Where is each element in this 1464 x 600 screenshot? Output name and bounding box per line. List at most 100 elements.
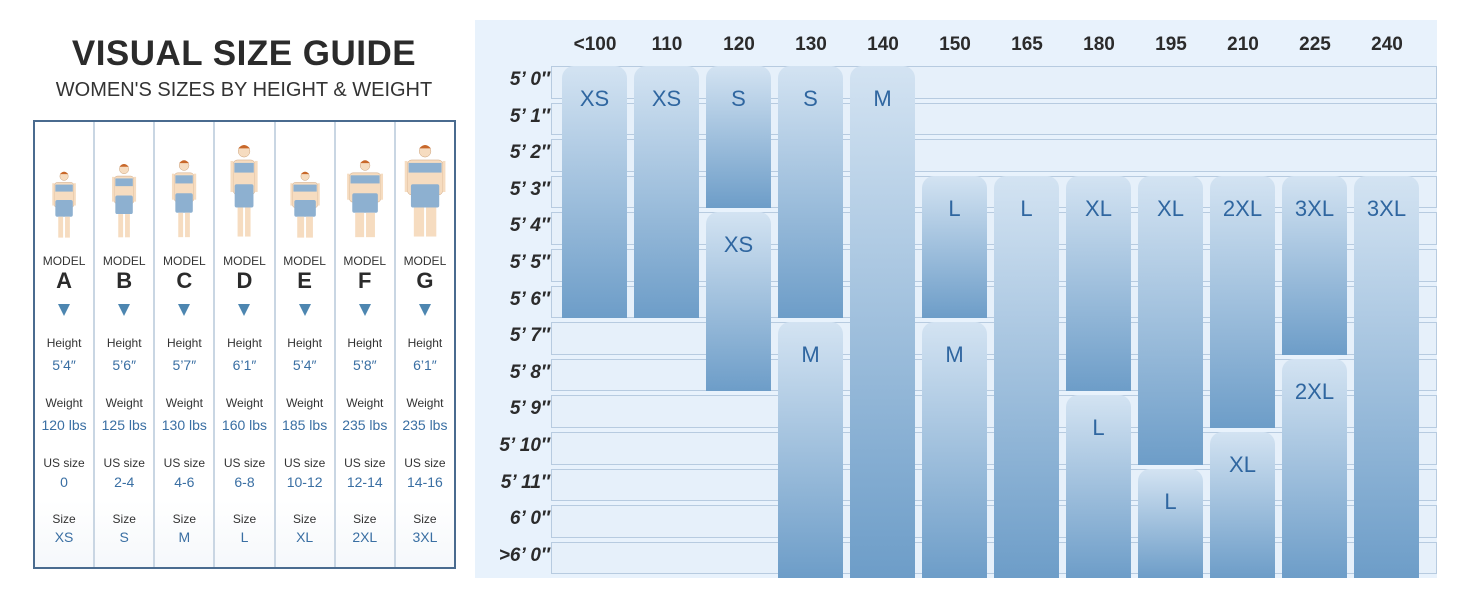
size-block: L bbox=[1066, 395, 1131, 579]
size-value: XL bbox=[296, 529, 314, 545]
height-value: 6’1″ bbox=[413, 357, 437, 373]
us-size-value: 2-4 bbox=[114, 474, 135, 490]
height-label: Height bbox=[106, 336, 142, 350]
weight-label: 180 bbox=[1083, 34, 1115, 55]
weight-label: Weight bbox=[406, 396, 444, 410]
us-size-label: US size bbox=[43, 456, 85, 470]
arrow-down-icon bbox=[358, 304, 371, 316]
size-chart: 5’ 0″ 5’ 1″ 5’ 2″ 5’ 3″ 5’ 4″ 5’ 5″ 5’ 6″ 5’ 7″… bbox=[475, 20, 1437, 579]
model-letter: B bbox=[116, 268, 133, 293]
us-size-value: 10-12 bbox=[286, 474, 323, 490]
weight-label: 225 bbox=[1299, 34, 1331, 55]
arrow-down-icon bbox=[418, 304, 431, 316]
size-value: L bbox=[240, 529, 249, 545]
height-value: 5’7″ bbox=[172, 357, 197, 373]
weight-value: 160 lbs bbox=[221, 417, 268, 433]
height-label: 5’ 8″ bbox=[509, 361, 550, 383]
size-block: S bbox=[778, 66, 843, 319]
height-value: 6’1″ bbox=[232, 357, 257, 373]
us-size-label: US size bbox=[404, 456, 446, 470]
model-label: MODEL bbox=[343, 254, 387, 268]
height-value: 5’4″ bbox=[292, 357, 317, 373]
model-label: MODEL bbox=[283, 254, 326, 268]
weight-value: 235 lbs bbox=[342, 417, 388, 433]
us-size-label: US size bbox=[344, 456, 386, 470]
size-block: M bbox=[922, 322, 987, 579]
size-block: L bbox=[922, 175, 987, 319]
us-size-value: 6-8 bbox=[234, 474, 255, 490]
size-block: M bbox=[778, 322, 843, 579]
us-size-value: 14-16 bbox=[407, 474, 443, 490]
model-label: MODEL bbox=[102, 254, 146, 268]
weight-label: 110 bbox=[651, 34, 683, 55]
model-column-d: MODEL D Height 6’1″ Weight 160 lbs US si… bbox=[215, 122, 276, 567]
arrow-down-icon bbox=[58, 304, 71, 316]
model-figure-icon bbox=[52, 171, 76, 238]
size-label: Size bbox=[353, 512, 377, 526]
size-block: XL bbox=[1138, 175, 1203, 465]
height-label: 5’ 9″ bbox=[509, 398, 550, 420]
model-label: MODEL bbox=[163, 254, 206, 268]
height-label: Height bbox=[407, 336, 443, 350]
weight-label: Weight bbox=[105, 396, 143, 410]
model-figure-icon bbox=[289, 171, 320, 238]
height-label: Height bbox=[227, 336, 262, 350]
height-label: Height bbox=[347, 336, 383, 350]
weight-label: Weight bbox=[45, 396, 83, 410]
size-block: M bbox=[850, 66, 915, 579]
model-figure-icon bbox=[172, 160, 197, 238]
size-label: Size bbox=[172, 512, 197, 526]
size-value: 3XL bbox=[412, 529, 438, 545]
us-size-value: 0 bbox=[60, 474, 68, 490]
size-label: Size bbox=[413, 512, 437, 526]
height-label: 5’ 1″ bbox=[509, 105, 550, 127]
weight-label: 150 bbox=[939, 34, 971, 55]
page-subtitle: WOMEN'S SIZES BY HEIGHT & WEIGHT bbox=[55, 79, 433, 101]
size-value: S bbox=[119, 529, 129, 545]
model-letter: G bbox=[416, 268, 434, 293]
arrow-down-icon bbox=[238, 304, 251, 316]
arrow-down-icon bbox=[178, 304, 191, 316]
height-label: 5’ 5″ bbox=[509, 252, 550, 273]
size-value: 2XL bbox=[352, 529, 378, 545]
page-title: VISUAL SIZE GUIDE bbox=[71, 34, 417, 73]
model-label: MODEL bbox=[42, 254, 86, 268]
height-label: 5’ 3″ bbox=[509, 178, 550, 200]
arrow-down-icon bbox=[118, 304, 131, 316]
model-figure-icon bbox=[230, 144, 259, 237]
size-block: XS bbox=[706, 212, 771, 392]
us-size-label: US size bbox=[223, 456, 266, 470]
weight-label: 195 bbox=[1155, 34, 1187, 55]
height-label: 6’ 0″ bbox=[509, 508, 550, 530]
size-label: Size bbox=[112, 512, 136, 526]
weight-value: 120 lbs bbox=[41, 417, 87, 433]
us-size-value: 12-14 bbox=[346, 474, 383, 490]
model-figure-icon bbox=[112, 164, 137, 238]
weight-label: Weight bbox=[346, 396, 384, 410]
height-label: 5’ 11″ bbox=[500, 471, 550, 493]
height-label: Height bbox=[287, 336, 322, 350]
size-label: Size bbox=[232, 512, 257, 526]
model-letter: E bbox=[297, 268, 312, 293]
height-label: 5’ 6″ bbox=[509, 288, 550, 310]
model-panel: MODEL A Height 5’4″ Weight 120 lbs US si… bbox=[33, 120, 456, 569]
height-label: 5’ 7″ bbox=[509, 325, 550, 347]
height-label: 5’ 4″ bbox=[509, 215, 550, 237]
model-column-a: MODEL A Height 5’4″ Weight 120 lbs US si… bbox=[35, 122, 96, 567]
model-column-b: MODEL B Height 5’6″ Weight 125 lbs US si… bbox=[95, 122, 156, 567]
weight-label: <100 bbox=[573, 34, 617, 55]
weight-value: 185 lbs bbox=[282, 417, 328, 433]
height-label: 5’ 0″ bbox=[509, 69, 550, 90]
height-label: 5’ 2″ bbox=[509, 142, 550, 164]
model-letter: C bbox=[176, 268, 193, 293]
weight-label: 240 bbox=[1371, 34, 1403, 55]
weight-label: Weight bbox=[225, 396, 264, 410]
model-letter: D bbox=[236, 268, 253, 293]
model-column-f: MODEL F Height 5’8″ Weight 235 lbs US si… bbox=[335, 122, 396, 567]
size-block: 2XL bbox=[1210, 175, 1275, 428]
model-column-e: MODEL E Height 5’4″ Weight 185 lbs US si… bbox=[275, 122, 336, 567]
weight-value: 125 lbs bbox=[101, 417, 147, 433]
size-block: XS bbox=[634, 66, 699, 319]
model-figure-icon bbox=[404, 144, 446, 237]
model-letter: F bbox=[358, 268, 372, 293]
